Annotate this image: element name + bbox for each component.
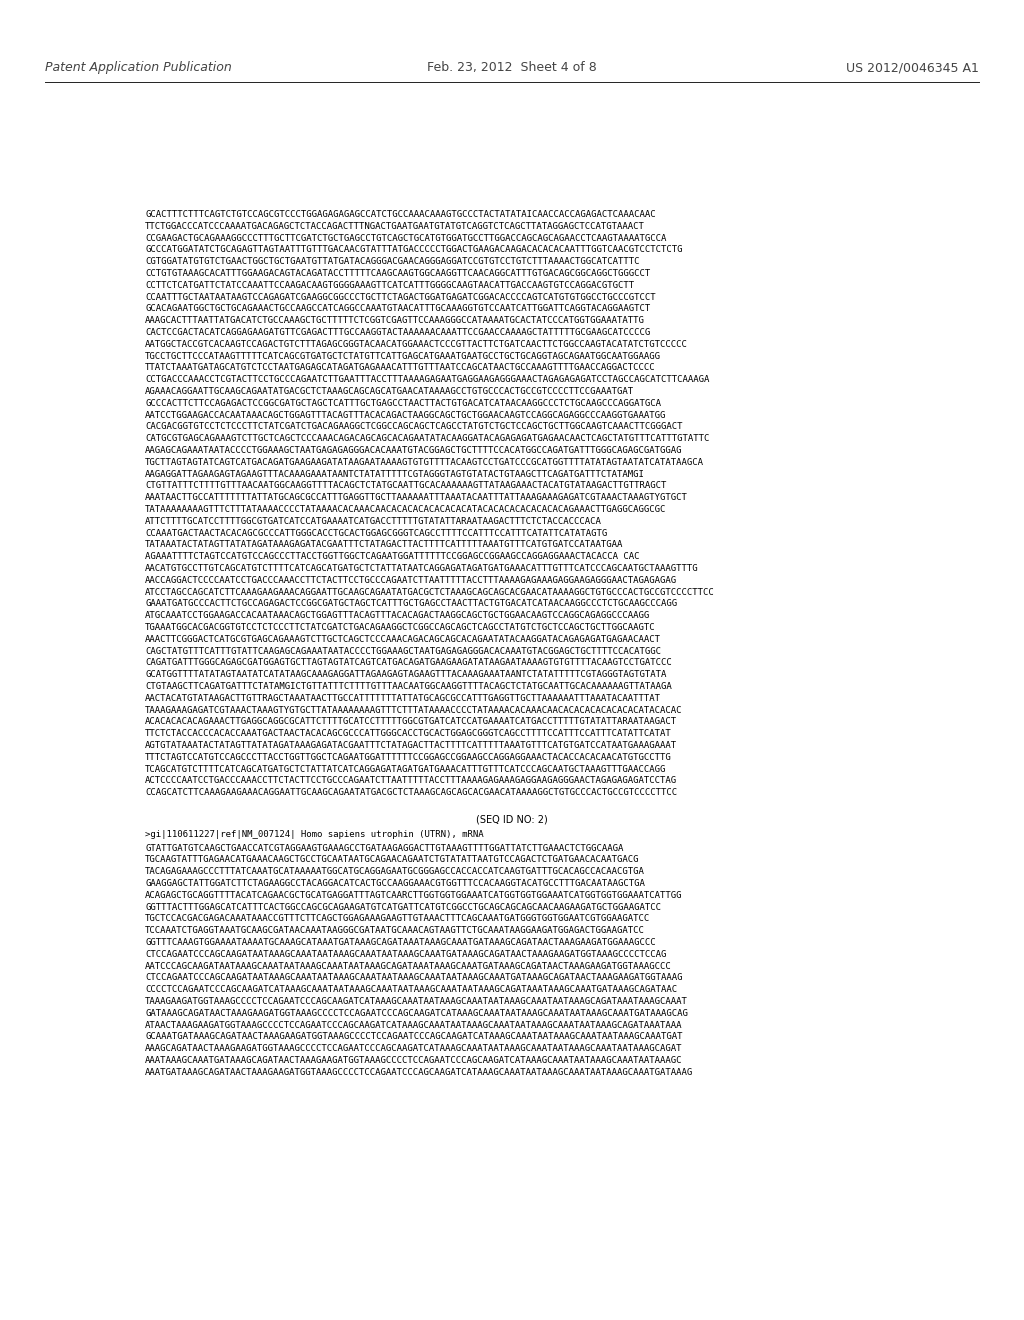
Text: AAATAACTTGCCATTTTTTTATTATGCAGCGCCATTTGAGGTTGCTTAAAAAATTTAAATACAATTTATTAAAGAAAGAG: AAATAACTTGCCATTTTTTTATTATGCAGCGCCATTTGAG… bbox=[145, 494, 688, 502]
Text: GCAAATGATAAAGCAGATAACTAAAGAAGATGGTAAAGCCCCTCCAGAATCCCAGCAAGATCATAAAGCAAATAATAAAG: GCAAATGATAAAGCAGATAACTAAAGAAGATGGTAAAGCC… bbox=[145, 1032, 683, 1041]
Text: AACTACATGTATAAGACTTGTTRAGCTAAATAACTTGCCATTTTTTTATTATGCAGCGCCATTTGAGGTTGCTTAAAAAA: AACTACATGTATAAGACTTGTTRAGCTAAATAACTTGCCA… bbox=[145, 694, 662, 702]
Text: TGCTCCACGACGAGACAAATAAACCGTTTCTTCAGCTGGAGAAAGAAGTTGTAAACTTTCAGCAAATGATGGGTGGTGGA: TGCTCCACGACGAGACAAATAAACCGTTTCTTCAGCTGGA… bbox=[145, 915, 650, 924]
Text: TTCTGGACCCATCCCAAAATGACAGAGCTCTACCAGACTTTNGACTGAATGAATGTATGTCAGGTCTCAGCTTATAGGAG: TTCTGGACCCATCCCAAAATGACAGAGCTCTACCAGACTT… bbox=[145, 222, 645, 231]
Text: TAAAGAAAGAGATCGTAAACTAAAGTYGTGCTTATAAAAAAAAGTTTCTTTATAAAACCCCTATAAAACACAAACAACAC: TAAAGAAAGAGATCGTAAACTAAAGTYGTGCTTATAAAAA… bbox=[145, 706, 683, 714]
Text: ACAGAGCTGCAGGTTTTACATCAGAACGCTGCATGAGGATTTAGTCAARCTTGGTGGTGGAAATCATGGTGGTGGAAATC: ACAGAGCTGCAGGTTTTACATCAGAACGCTGCATGAGGAT… bbox=[145, 891, 683, 900]
Text: CCAAATGACTAACTACACAGCGCCCATTGGGCACCTGCACTGGAGCGGGTCAGCCTTTTCCATTTCCATTTCATATTCAT: CCAAATGACTAACTACACAGCGCCCATTGGGCACCTGCAC… bbox=[145, 528, 607, 537]
Text: GCACAGAATGGCTGCTGCAGAAACTGCCAAGCCATCAGGCCAAATGTAACATTTGCAAAGGTGTCCAATCATTGGATTCA: GCACAGAATGGCTGCTGCAGAAACTGCCAAGCCATCAGGC… bbox=[145, 305, 650, 313]
Text: AGAAACAGGAATTGCAAGCAGAATATGACGCTCTAAAGCAGCAGCATGAACATAAAAGCCTGTGCCCACTGCCGTCCCCT: AGAAACAGGAATTGCAAGCAGAATATGACGCTCTAAAGCA… bbox=[145, 387, 634, 396]
Text: CTCCAGAATCCCAGCAAGATAATAAAGCAAATAATAAAGCAAATAATAAAGCAAATGATAAAGCAGATAACTAAAGAAGA: CTCCAGAATCCCAGCAAGATAATAAAGCAAATAATAAAGC… bbox=[145, 950, 667, 958]
Text: CCGAAGACTGCAGAAAGGCCCTTTGCTTCGATCTGCTGAGCCTGTCAGCTGCATGTGGATGCCTTGGACCAGCAGCAGAA: CCGAAGACTGCAGAAAGGCCCTTTGCTTCGATCTGCTGAG… bbox=[145, 234, 667, 243]
Text: CTCCAGAATCCCAGCAAGATAATAAAGCAAATAATAAAGCAAATAATAAAGCAAATAATAAAGCAAATGATAAAGCAGAT: CTCCAGAATCCCAGCAAGATAATAAAGCAAATAATAAAGC… bbox=[145, 973, 683, 982]
Text: ATGCAAATCCTGGAAGACCACAATAAACAGCTGGAGTTTACAGTTTACACAGACTAAGGCAGCTGCTGGAACAAGTCCAG: ATGCAAATCCTGGAAGACCACAATAAACAGCTGGAGTTTA… bbox=[145, 611, 650, 620]
Text: CCCCTCCAGAATCCCAGCAAGATCATAAAGCAAATAATAAAGCAAATAATAAAGCAAATAATAAAGCAGATAAATAAAGC: CCCCTCCAGAATCCCAGCAAGATCATAAAGCAAATAATAA… bbox=[145, 985, 677, 994]
Text: GATAAAGCAGATAACTAAAGAAGATGGTAAAGCCCCTCCAGAATCCCAGCAAGATCATAAAGCAAATAATAAAGCAAATA: GATAAAGCAGATAACTAAAGAAGATGGTAAAGCCCCTCCA… bbox=[145, 1008, 688, 1018]
Text: CGTGGATATGTGTCTGAACTGGCTGCTGAATGTTATGATACAGGGACGAACAGGGAGGATCCGTGTCCTGTCTTTAAAAC: CGTGGATATGTGTCTGAACTGGCTGCTGAATGTTATGATA… bbox=[145, 257, 640, 267]
Text: GGTTTCAAAGTGGAAAATAAAATGCAAAGCATAAATGATAAAGCAGATAAATAAAGCAAATGATAAAGCAGATAACTAAA: GGTTTCAAAGTGGAAAATAAAATGCAAAGCATAAATGATA… bbox=[145, 939, 655, 946]
Text: AGAAATTTTCTAGTCCATGTCCAGCCCTTACCTGGTTGGCTCAGAATGGATTTTTTCCGGAGCCGGAAGCCAGGAGGAAA: AGAAATTTTCTAGTCCATGTCCAGCCCTTACCTGGTTGGC… bbox=[145, 552, 640, 561]
Text: >gi|110611227|ref|NM_007124| Homo sapiens utrophin (UTRN), mRNA: >gi|110611227|ref|NM_007124| Homo sapien… bbox=[145, 830, 483, 838]
Text: GTATTGATGTCAAGCTGAACCATCGTAGGAAGTGAAAGCCTGATAAGAGGACTTGTAAAGTTTTGGATTATCTTGAAACT: GTATTGATGTCAAGCTGAACCATCGTAGGAAGTGAAAGCC… bbox=[145, 843, 624, 853]
Text: ATTCTTTTGCATCCTTTTGGCGTGATCATCCATGAAAATCATGACCTTTTTGTATATTARAATAAGACTTTCTCTACCAC: ATTCTTTTGCATCCTTTTGGCGTGATCATCCATGAAAATC… bbox=[145, 517, 602, 525]
Text: Patent Application Publication: Patent Application Publication bbox=[45, 62, 231, 74]
Text: AATCCTGGAAGACCACAATAAACAGCTGGAGTTTACAGTTTACACAGACTAAGGCAGCTGCTGGAACAAGTCCAGGCAGA: AATCCTGGAAGACCACAATAAACAGCTGGAGTTTACAGTT… bbox=[145, 411, 667, 420]
Text: CTGTTATTTCTTTTGTTTAACAATGGCAAGGTTTTACAGCTCTATGCAATTGCACAAAAAAGTTATAAGAAACTACATGT: CTGTTATTTCTTTTGTTTAACAATGGCAAGGTTTTACAGC… bbox=[145, 482, 667, 491]
Text: GCACTTTCTTTCAGTCTGTCCAGCGTCCCTGGAGAGAGAGCCATCTGCCAAACAAAGTGCCCTACTATATAICAACCACC: GCACTTTCTTTCAGTCTGTCCAGCGTCCCTGGAGAGAGAG… bbox=[145, 210, 655, 219]
Text: GGTTTACTTTGGAGCATCATTTCACTGGCCAGCGCAGAAGATGTCATGATTCATGTCGGCCTGCAGCAGCAGCAACAAGA: GGTTTACTTTGGAGCATCATTTCACTGGCCAGCGCAGAAG… bbox=[145, 903, 662, 912]
Text: AAATAAAGCAAATGATAAAGCAGATAACTAAAGAAGATGGTAAAGCCCCTCCAGAATCCCAGCAAGATCATAAAGCAAAT: AAATAAAGCAAATGATAAAGCAGATAACTAAAGAAGATGG… bbox=[145, 1056, 683, 1065]
Text: AACCAGGACTCCCCAATCCTGACCCAAACCTTCTACTTCCTGCCCAGAATCTTAATTTTTACCTTTAAAAGAGAAAGAGG: AACCAGGACTCCCCAATCCTGACCCAAACCTTCTACTTCC… bbox=[145, 576, 677, 585]
Text: TTTCTAGTCCATGTCCAGCCCTTACCTGGTTGGCTCAGAATGGATTTTTTCCGGAGCCGGAAGCCAGGAGGAAACTACAC: TTTCTAGTCCATGTCCAGCCCTTACCTGGTTGGCTCAGAA… bbox=[145, 752, 672, 762]
Text: AAACTTCGGGACTCATGCGTGAGCAGAAAGTCTTGCTCAGCTCCCAAACAGACAGCAGCACAGAATATACAAGGATACAG: AAACTTCGGGACTCATGCGTGAGCAGAAAGTCTTGCTCAG… bbox=[145, 635, 662, 644]
Text: TACAGAGAAAGCCCTTTATCAAATGCATAAAAATGGCATGCAGGAGAATGCGGGAGCCACCACCATCAAGTGATTTGCAC: TACAGAGAAAGCCCTTTATCAAATGCATAAAAATGGCATG… bbox=[145, 867, 645, 876]
Text: AACATGTGCCTTGTCAGCATGTCTTTTCATCAGCATGATGCTCTATTATAATCAGGAGATAGATGATGAAACATTTGTTT: AACATGTGCCTTGTCAGCATGTCTTTTCATCAGCATGATG… bbox=[145, 564, 698, 573]
Text: ATCCTAGCCAGCATCTTCAAAGAAGAAACAGGAATTGCAAGCAGAATATGACGCTCTAAAGCAGCAGCACGAACATAAAA: ATCCTAGCCAGCATCTTCAAAGAAGAAACAGGAATTGCAA… bbox=[145, 587, 715, 597]
Text: Feb. 23, 2012  Sheet 4 of 8: Feb. 23, 2012 Sheet 4 of 8 bbox=[427, 62, 597, 74]
Text: GAAATGATGCCCACTTCTGCCAGAGACTCCGGCGATGCTAGCTCATTTGCTGAGCCTAACTTACTGTGACATCATAACAA: GAAATGATGCCCACTTCTGCCAGAGACTCCGGCGATGCTA… bbox=[145, 599, 677, 609]
Text: CACGACGGTGTCCTCTCCCTTCTATCGATCTGACAGAAGGCTCGGCCAGCAGCTCAGCCTATGTCTGCTCCAGCTGCTTG: CACGACGGTGTCCTCTCCCTTCTATCGATCTGACAGAAGG… bbox=[145, 422, 683, 432]
Text: AAAGCAGATAACTAAAGAAGATGGTAAAGCCCCTCCAGAATCCCAGCAAGATCATAAAGCAAATAATAAAGCAAATAATA: AAAGCAGATAACTAAAGAAGATGGTAAAGCCCCTCCAGAA… bbox=[145, 1044, 683, 1053]
Text: AAGAGGATTAGAAGAGTAGAAGTTTACAAAGAAATAANTCTATATTTTTCGTAGGGTAGTGTATACTGTAAGCTTCAGAT: AAGAGGATTAGAAGAGTAGAAGTTTACAAAGAAATAANTC… bbox=[145, 470, 645, 479]
Text: TGCAAGTATTTGAGAACATGAAACAAGCTGCCTGCAATAATGCAGAACAGAATCTGTATATTAATGTCCAGACTCTGATG: TGCAAGTATTTGAGAACATGAAACAAGCTGCCTGCAATAA… bbox=[145, 855, 640, 865]
Text: AATCCCAGCAAGATAATAAAGCAAATAATAAAGCAAATAATAAAGCAGATAAATAAAGCAAATGATAAAGCAGATAACTA: AATCCCAGCAAGATAATAAAGCAAATAATAAAGCAAATAA… bbox=[145, 961, 672, 970]
Text: CCTGACCCAAACCTCGTACTTCCTGCCCAGAATCTTGAATTTACCTTTAAAAGAGAATGAGGAAGAGGGAAACTAGAGAG: CCTGACCCAAACCTCGTACTTCCTGCCCAGAATCTTGAAT… bbox=[145, 375, 710, 384]
Text: TGCCTGCTTCCCATAAGTTTTTCATCAGCGTGATGCTCTATGTTCATTGAGCATGAAATGAATGCCTGCTGCAGGTAGCA: TGCCTGCTTCCCATAAGTTTTTCATCAGCGTGATGCTCTA… bbox=[145, 351, 662, 360]
Text: TATAAAAAAAAGTTTCTTTATAAAACCCCTATAAAACACAAACAACACACACACACACACATACACACACACACACACAG: TATAAAAAAAAGTTTCTTTATAAAACCCCTATAAAACACA… bbox=[145, 506, 667, 513]
Text: TTCTCTACCACCCACACCAAATGACTAACTACACAGCGCCCATTGGGCACCTGCACTGGAGCGGGTCAGCCTTTTCCATT: TTCTCTACCACCCACACCAAATGACTAACTACACAGCGCC… bbox=[145, 729, 672, 738]
Text: AAGAGCAGAAATAATACCCCTGGAAAGCTAATGAGAGAGGGACACAAATGTACGGAGCTGCTTTTCCACATGGCCAGATG: AAGAGCAGAAATAATACCCCTGGAAAGCTAATGAGAGAGG… bbox=[145, 446, 683, 455]
Text: AGTGTATAAATACTATAGTTATATAGATAAAGAGATACGAATTTCTATAGACTTACTTTTCATTTTTAAATGTTTCATGT: AGTGTATAAATACTATAGTTATATAGATAAAGAGATACGA… bbox=[145, 741, 677, 750]
Text: CACTCCGACTACATCAGGAGAAGATGTTCGAGACTTTGCCAAGGTACTAAAAAACAAATTCCGAACCAAAAGCTATTTTT: CACTCCGACTACATCAGGAGAAGATGTTCGAGACTTTGCC… bbox=[145, 327, 650, 337]
Text: TCAGCATGTCTTTTCATCAGCATGATGCTCTATTATCATCAGGAGATAGATGATGAAACATTTGTTTCATCCCAGCAATG: TCAGCATGTCTTTTCATCAGCATGATGCTCTATTATCATC… bbox=[145, 764, 667, 774]
Text: GCCCATGGATATCTGCAGAGTTAGTAATTTGTTTGACAACGTATTTATGACCCCCTGGACTGAAGACAAGACACACACAA: GCCCATGGATATCTGCAGAGTTAGTAATTTGTTTGACAAC… bbox=[145, 246, 683, 255]
Text: CATGCGTGAGCAGAAAGTCTTGCTCAGCTCCCAAACAGACAGCAGCACAGAATATACAAGGATACAGAGAGATGAGAACA: CATGCGTGAGCAGAAAGTCTTGCTCAGCTCCCAAACAGAC… bbox=[145, 434, 710, 444]
Text: US 2012/0046345 A1: US 2012/0046345 A1 bbox=[846, 62, 979, 74]
Text: ATAACTAAAGAAGATGGTAAAGCCCCTCCAGAATCCCAGCAAGATCATAAAGCAAATAATAAAGCAAATAATAAAGCAAA: ATAACTAAAGAAGATGGTAAAGCCCCTCCAGAATCCCAGC… bbox=[145, 1020, 683, 1030]
Text: AAATGATAAAGCAGATAACTAAAGAAGATGGTAAAGCCCCTCCAGAATCCCAGCAAGATCATAAAGCAAATAATAAAGCA: AAATGATAAAGCAGATAACTAAAGAAGATGGTAAAGCCCC… bbox=[145, 1068, 693, 1077]
Text: TGCTTAGTAGTATCAGTCATGACAGATGAAGAAGATATAAGAATAAAAGTGTGTTTTACAAGTCCTGATCCCGCATGGTT: TGCTTAGTAGTATCAGTCATGACAGATGAAGAAGATATAA… bbox=[145, 458, 705, 467]
Text: AATGGCTACCGTCACAAGTCCAGACTGTCTTTAGAGCGGGTACAACATGGAAACTCCCGTTACTTCTGATCAACTTCTGG: AATGGCTACCGTCACAAGTCCAGACTGTCTTTAGAGCGGG… bbox=[145, 339, 688, 348]
Text: CCTTCTCATGATTCTATCCAAATTCCAAGACAAGTGGGGAAAGTTCATCATTTGGGGCAAGTAACATTGACCAAGTGTCC: CCTTCTCATGATTCTATCCAAATTCCAAGACAAGTGGGGA… bbox=[145, 281, 634, 290]
Text: CAGATGATTTGGGCAGAGCGATGGAGTGCTTAGTAGTATCAGTCATGACAGATGAAGAAGATATAAGAATAAAAGTGTGT: CAGATGATTTGGGCAGAGCGATGGAGTGCTTAGTAGTATC… bbox=[145, 659, 672, 668]
Text: (SEQ ID NO: 2): (SEQ ID NO: 2) bbox=[476, 814, 548, 824]
Text: TGAAATGGCACGACGGTGTCCTCTCCCTTCTATCGATCTGACAGAAGGCTCGGCCAGCAGCTCAGCCTATGTCTGCTCCA: TGAAATGGCACGACGGTGTCCTCTCCCTTCTATCGATCTG… bbox=[145, 623, 655, 632]
Text: ACACACACACAGAAACTTGAGGCAGGCGCATTCTTTTGCATCCTTTTTGGCGTGATCATCCATGAAAATCATGACCTTTT: ACACACACACAGAAACTTGAGGCAGGCGCATTCTTTTGCA… bbox=[145, 717, 677, 726]
Text: ACTCCCCAATCCTGACCCAAACCTTCTACTTCCTGCCCAGAATCTTAATTTTTACCTTTAAAAGAGAAAGAGGAAGAGGG: ACTCCCCAATCCTGACCCAAACCTTCTACTTCCTGCCCAG… bbox=[145, 776, 677, 785]
Text: CTGTAAGCTTCAGATGATTTCTATAMGICTGTTATTTCTTTTGTTTAACAATGGCAAGGTTTTACAGCTCTATGCAATTG: CTGTAAGCTTCAGATGATTTCTATAMGICTGTTATTTCTT… bbox=[145, 682, 672, 690]
Text: TATAAATACTATAGTTATATAGATAAAGAGATACGAATTTCTATAGACTTACTTTTCATTTTTAAATGTTTCATGTGATC: TATAAATACTATAGTTATATAGATAAAGAGATACGAATTT… bbox=[145, 540, 624, 549]
Text: CAGCTATGTTTCATTTGTATTCAAGAGCAGAAATAATACCCCTGGAAAGCTAATGAGAGAGGGACACAAATGTACGGAGC: CAGCTATGTTTCATTTGTATTCAAGAGCAGAAATAATACC… bbox=[145, 647, 662, 656]
Text: CCAATTTGCTAATAATAAGTCCAGAGATCGAAGGCGGCCCTGCTTCTAGACTGGATGAGATCGGACACCCCAGTCATGTG: CCAATTTGCTAATAATAAGTCCAGAGATCGAAGGCGGCCC… bbox=[145, 293, 655, 301]
Text: GCCCACTTCTTCCAGAGACTCCGGCGATGCTAGCTCATTTGCTGAGCCTAACTTACTGTGACATCATAACAAGGCCCTCT: GCCCACTTCTTCCAGAGACTCCGGCGATGCTAGCTCATTT… bbox=[145, 399, 662, 408]
Text: TAAAGAAGATGGTAAAGCCCCTCCAGAATCCCAGCAAGATCATAAAGCAAATAATAAAGCAAATAATAAAGCAAATAATA: TAAAGAAGATGGTAAAGCCCCTCCAGAATCCCAGCAAGAT… bbox=[145, 997, 688, 1006]
Text: TCCAAATCTGAGGTAAATGCAAGCGATAACAAATAAGGGCGATAATGCAAACAGTAAGTTCTGCAAATAAGGAAGATGGA: TCCAAATCTGAGGTAAATGCAAGCGATAACAAATAAGGGC… bbox=[145, 927, 645, 935]
Text: CCAGCATCTTCAAAGAAGAAACAGGAATTGCAAGCAGAATATGACGCTCTAAAGCAGCAGCACGAACATAAAAGGCTGTG: CCAGCATCTTCAAAGAAGAAACAGGAATTGCAAGCAGAAT… bbox=[145, 788, 677, 797]
Text: AAAGCACTTTAATTATGACATCTGCCAAAGCTGCTTTTTCTCGGTCGAGTTCCAAAGGGCCATAAAATGCACTATCCCAT: AAAGCACTTTAATTATGACATCTGCCAAAGCTGCTTTTTC… bbox=[145, 317, 645, 325]
Text: GAAGGAGCTATTGGATCTTCTAGAAGGCCTACAGGACATCACTGCCAAGGAAACGTGGTTTCCACAAGGTACATGCCTTT: GAAGGAGCTATTGGATCTTCTAGAAGGCCTACAGGACATC… bbox=[145, 879, 645, 888]
Text: CCTGTGTAAAGCACATTTGGAAGACAGTACAGATACCTTTTTCAAGCAAGTGGCAAGGTTCAACAGGCATTTGTGACAGC: CCTGTGTAAAGCACATTTGGAAGACAGTACAGATACCTTT… bbox=[145, 269, 650, 279]
Text: GCATGGTTTTATATAGTAATATCATATAAGCAAAGAGGATTAGAAGAGTAGAAGTTTACAAAGAAATAANTCTATATTTT: GCATGGTTTTATATAGTAATATCATATAAGCAAAGAGGAT… bbox=[145, 671, 667, 680]
Text: TTATCTAAATGATAGCATGTCTCCTAATGAGAGCATAGATGAGAAACATTTGTTTAATCCAGCATAACTGCCAAAGTTTT: TTATCTAAATGATAGCATGTCTCCTAATGAGAGCATAGAT… bbox=[145, 363, 655, 372]
